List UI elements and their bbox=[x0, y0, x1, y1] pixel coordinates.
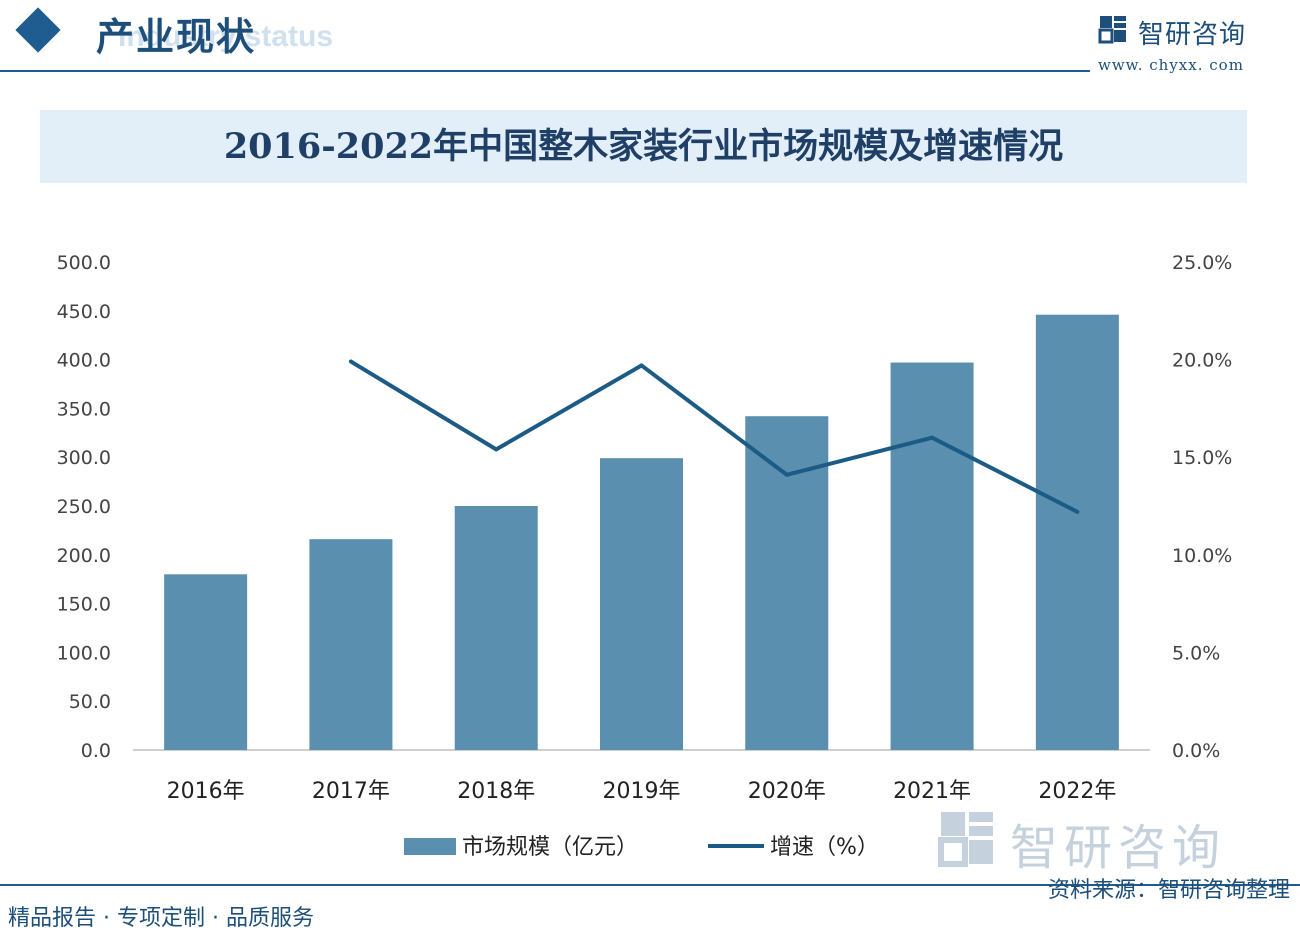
brand-url: www. chyxx. com bbox=[1098, 56, 1244, 74]
x-tick-label: 2016年 bbox=[167, 779, 245, 804]
x-tick-label: 2017年 bbox=[312, 779, 390, 804]
y-left-tick-label: 0.0 bbox=[81, 740, 111, 762]
footer-slogan: 精品报告 · 专项定制 · 品质服务 bbox=[8, 906, 314, 931]
chart-title-band: 2016-2022年中国整木家装行业市场规模及增速情况 bbox=[40, 110, 1247, 183]
footer-divider bbox=[0, 884, 1300, 886]
chart-title: 2016-2022年中国整木家装行业市场规模及增速情况 bbox=[223, 126, 1064, 167]
watermark-logo-icon bbox=[938, 812, 993, 867]
brand-logo-icon bbox=[1098, 16, 1126, 44]
bar bbox=[1035, 314, 1119, 750]
legend-swatch-bar bbox=[404, 838, 456, 855]
x-tick-label: 2020年 bbox=[748, 779, 826, 804]
y-right-tick-label: 15.0% bbox=[1172, 447, 1232, 469]
x-tick-label: 2019年 bbox=[603, 779, 681, 804]
legend-label-bar: 市场规模（亿元） bbox=[462, 835, 638, 860]
y-right-tick-label: 5.0% bbox=[1172, 642, 1220, 664]
bar bbox=[454, 506, 538, 750]
bar bbox=[164, 574, 248, 750]
section-title: 产业现状 bbox=[96, 14, 257, 59]
chart-canvas: 0.0 50.0 100.0 150.0 200.0 250.0 300.0 350.0 400… bbox=[57, 252, 1233, 860]
growth-point bbox=[348, 359, 353, 364]
y-left-tick-label: 500.0 bbox=[57, 252, 111, 274]
y-left-tick-label: 50.0 bbox=[69, 691, 111, 713]
header-divider bbox=[0, 70, 1090, 72]
x-tick-label: 2022年 bbox=[1038, 779, 1116, 804]
bar bbox=[745, 416, 829, 750]
footer-source: 资料来源：智研咨询整理 bbox=[1047, 878, 1290, 903]
brand: 智研咨询 www. chyxx. com bbox=[1098, 10, 1268, 74]
bar bbox=[309, 539, 393, 750]
y-right-tick-label: 0.0% bbox=[1172, 740, 1220, 762]
legend-label-line: 增速（%） bbox=[770, 835, 879, 860]
watermark-logo: 智研咨询 bbox=[935, 808, 1265, 876]
watermark-logo-text: 智研咨询 bbox=[1010, 820, 1227, 876]
x-tick-label: 2021年 bbox=[893, 779, 971, 804]
y-left-tick-label: 400.0 bbox=[57, 350, 111, 372]
page-header: Industry status 产业现状 智研咨询 www. chyxx. co… bbox=[0, 0, 1300, 75]
y-right-tick-label: 20.0% bbox=[1172, 350, 1232, 372]
y-left-tick-label: 300.0 bbox=[57, 447, 111, 469]
y-left-tick-label: 100.0 bbox=[57, 642, 111, 664]
y-right-tick-label: 10.0% bbox=[1172, 545, 1232, 567]
y-left-tick-label: 350.0 bbox=[57, 398, 111, 420]
growth-point bbox=[930, 435, 935, 440]
growth-point bbox=[494, 447, 499, 452]
y-left-tick-label: 250.0 bbox=[57, 496, 111, 518]
y-left-tick-label: 150.0 bbox=[57, 594, 111, 616]
bar bbox=[890, 362, 974, 750]
growth-point bbox=[639, 363, 644, 368]
x-tick-label: 2018年 bbox=[457, 779, 535, 804]
growth-point bbox=[784, 472, 789, 477]
growth-point bbox=[1075, 509, 1080, 514]
bar bbox=[600, 458, 683, 750]
y-right-tick-label: 25.0% bbox=[1172, 252, 1232, 274]
brand-name: 智研咨询 bbox=[1138, 20, 1247, 50]
growth-line bbox=[349, 359, 1079, 514]
y-left-tick-label: 450.0 bbox=[57, 301, 111, 323]
y-left-tick-label: 200.0 bbox=[57, 545, 111, 567]
